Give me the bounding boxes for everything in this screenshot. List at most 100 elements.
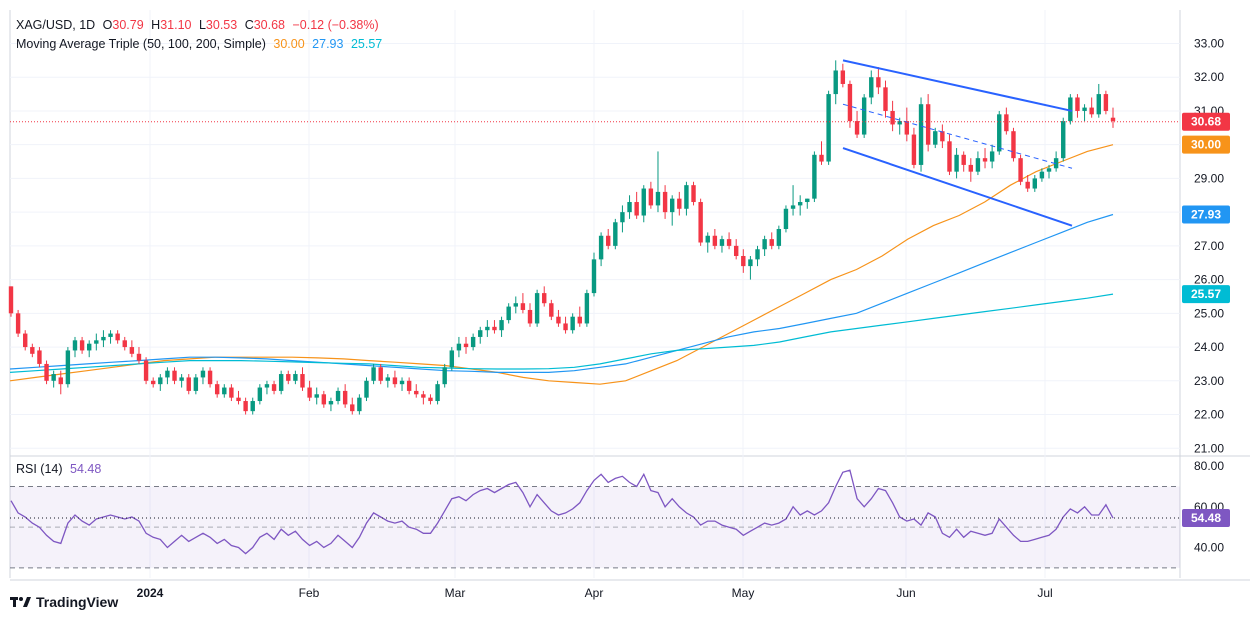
candle-body [925,104,931,145]
candle-body [136,353,142,361]
close-label: C [244,18,254,32]
rsi-header-value: 54.48 [70,462,102,476]
price-tick-label: 22.00 [1194,408,1224,422]
candle-body [876,77,881,88]
candle-body [378,367,383,381]
candle-body [549,303,554,317]
candle-body [129,347,135,354]
candle-body [286,374,291,381]
candle-body [527,309,533,324]
channel-mid-line [842,103,1073,169]
candle-body [414,390,419,395]
candle-body [911,134,917,165]
price-tick-label: 32.00 [1194,70,1224,84]
candle-body [606,235,611,246]
channel-upper-line [842,59,1073,112]
candle-body [271,384,277,391]
candle-body [1018,158,1023,182]
last-price-tag-label: 30.68 [1191,115,1221,129]
candle-body [805,198,810,203]
candle-body [1032,178,1037,189]
candle-body [989,151,995,162]
ma-100-line [9,213,1114,373]
ma-50-tag [1182,135,1230,154]
candle-body [904,121,910,135]
candle-body [534,293,540,324]
candle-body [442,367,447,385]
time-tick-label: Apr [585,586,604,600]
candle-body [591,259,597,294]
price-tick-label: 24.00 [1194,340,1224,354]
open-value: 30.79 [112,18,144,32]
candle-body [371,367,376,381]
time-tick-label: Mar [445,586,466,600]
candle-body [613,222,618,246]
candle-body [101,336,106,341]
low-label: L [198,18,206,32]
candle-body [1082,107,1087,111]
candle-body [321,394,327,405]
candle-body [385,377,391,381]
candle-body [577,316,582,324]
candle-body [65,350,71,385]
candle-body [1089,107,1094,115]
candle-body [456,343,462,351]
rsi-header[interactable]: RSI (14) 54.48 [16,462,105,476]
candle-body [584,293,590,324]
tradingview-logo[interactable]: TradingView [10,594,118,610]
candle-body [726,239,732,246]
ma-title: Moving Average Triple (50, 100, 200, Sim… [16,37,266,51]
candle-body [662,191,668,213]
candle-body [655,191,661,206]
candle-body [122,340,127,348]
candle-body [883,87,888,111]
candle-body [406,380,412,391]
candle-body [257,387,263,402]
candle-body [222,387,227,395]
candle-body [470,336,476,348]
candle-body [37,350,42,364]
candle-body [698,202,703,243]
candle-body [30,347,35,354]
candle-body [186,377,191,391]
rsi-tick-label: 40.00 [1194,541,1224,555]
ma-100-tag [1182,205,1230,224]
candle-body [627,202,632,213]
candle-body [172,370,177,381]
channel-lower-line [842,147,1073,227]
candle-body [634,202,639,216]
candle-body [193,377,199,391]
candle-body [741,255,746,267]
candle-body [143,360,149,381]
last-price-tag [1182,112,1230,131]
price-tick-label: 33.00 [1194,36,1224,50]
candle-body [918,104,924,165]
candle-body [23,333,28,348]
candle-body [108,333,113,337]
price-tick-label: 27.00 [1194,239,1224,253]
candle-body [506,306,511,321]
candle-body [570,316,575,331]
price-tick-label: 29.00 [1194,171,1224,185]
candle-body [982,158,988,162]
ma-header[interactable]: Moving Average Triple (50, 100, 200, Sim… [16,37,386,51]
symbol-label[interactable]: XAG/USD, 1D [16,18,96,32]
candle-body [165,370,170,378]
candle-body [776,229,782,246]
price-tick-label: 21.00 [1194,441,1224,455]
candle-body [1053,158,1059,169]
high-value: 31.10 [160,18,192,32]
candle-body [705,235,710,243]
candle-body [499,320,504,331]
ma100-value: 27.93 [312,37,344,51]
price-tick-label: 25.00 [1194,306,1224,320]
candle-body [364,380,369,398]
candle-body [357,397,362,412]
time-tick-label: 2024 [137,586,164,600]
candle-body [733,245,739,256]
candle-body [79,340,85,351]
candle-body [669,198,675,213]
candle-body [1039,171,1045,179]
